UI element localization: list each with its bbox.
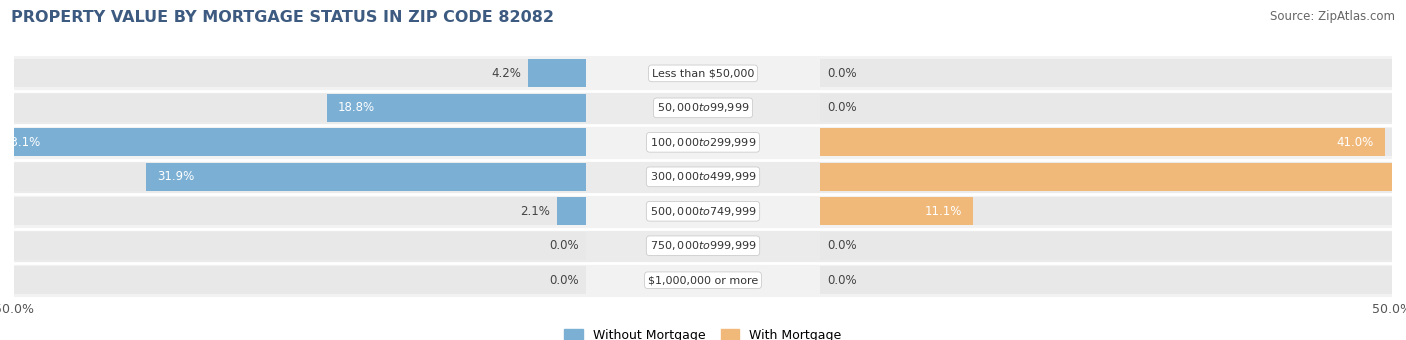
Bar [326,94,586,122]
Text: $50,000 to $99,999: $50,000 to $99,999 [657,101,749,114]
Bar [14,128,586,156]
Bar [820,59,1392,87]
Bar [820,163,1392,191]
Bar [14,59,586,87]
Bar [14,263,1392,298]
Text: Less than $50,000: Less than $50,000 [652,68,754,78]
Bar [14,163,586,191]
Text: 31.9%: 31.9% [157,170,194,183]
Text: $100,000 to $299,999: $100,000 to $299,999 [650,136,756,149]
Bar [14,159,1392,194]
Text: 0.0%: 0.0% [550,274,579,287]
Bar [820,266,1392,294]
Bar [14,125,1392,159]
Bar [820,94,1392,122]
Bar [820,197,1392,225]
Text: 4.2%: 4.2% [491,67,522,80]
Bar [820,232,1392,260]
Bar [14,228,1392,263]
Text: PROPERTY VALUE BY MORTGAGE STATUS IN ZIP CODE 82082: PROPERTY VALUE BY MORTGAGE STATUS IN ZIP… [11,10,554,25]
Bar [14,194,1392,228]
Legend: Without Mortgage, With Mortgage: Without Mortgage, With Mortgage [560,324,846,340]
Bar [146,163,586,191]
Text: $500,000 to $749,999: $500,000 to $749,999 [650,205,756,218]
Text: $1,000,000 or more: $1,000,000 or more [648,275,758,285]
Text: 0.0%: 0.0% [827,67,856,80]
Text: 0.0%: 0.0% [827,274,856,287]
Bar [820,128,1392,156]
Bar [820,128,1385,156]
Bar [14,90,1392,125]
Bar [14,56,1392,90]
Bar [820,163,1406,191]
Bar [820,197,973,225]
Text: 11.1%: 11.1% [925,205,962,218]
Text: $750,000 to $999,999: $750,000 to $999,999 [650,239,756,252]
Bar [14,94,586,122]
Bar [14,197,586,225]
Text: 18.8%: 18.8% [337,101,375,114]
Text: 41.0%: 41.0% [1337,136,1374,149]
Text: 43.1%: 43.1% [3,136,41,149]
Text: 0.0%: 0.0% [827,101,856,114]
Bar [14,232,586,260]
Text: $300,000 to $499,999: $300,000 to $499,999 [650,170,756,183]
Text: 2.1%: 2.1% [520,205,550,218]
Bar [0,128,586,156]
Text: Source: ZipAtlas.com: Source: ZipAtlas.com [1270,10,1395,23]
Bar [529,59,586,87]
Bar [557,197,586,225]
Bar [14,266,586,294]
Text: 0.0%: 0.0% [827,239,856,252]
Text: 0.0%: 0.0% [550,239,579,252]
